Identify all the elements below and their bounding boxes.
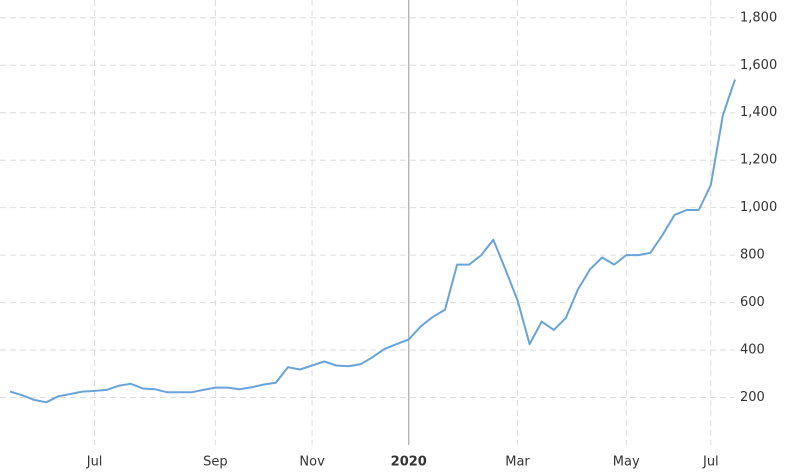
y-tick-label: 800: [740, 248, 765, 263]
price-line: [9, 79, 736, 404]
y-tick-label: 1,000: [740, 200, 777, 215]
x-tick-label: Sep: [203, 455, 228, 470]
y-tick-label: 1,800: [740, 10, 777, 25]
x-tick-label: Jul: [86, 455, 103, 470]
x-tick-label: 2020: [391, 455, 427, 470]
y-tick-label: 200: [740, 390, 765, 405]
y-tick-label: 600: [740, 295, 765, 310]
y-tick-label: 400: [740, 343, 765, 358]
y-tick-label: 1,400: [740, 105, 777, 120]
x-tick-label: May: [613, 455, 640, 470]
y-tick-label: 1,200: [740, 153, 777, 168]
x-tick-label: Mar: [505, 455, 530, 470]
x-tick-label: Jul: [702, 455, 719, 470]
x-tick-label: Nov: [299, 455, 325, 470]
y-tick-label: 1,600: [740, 58, 777, 73]
